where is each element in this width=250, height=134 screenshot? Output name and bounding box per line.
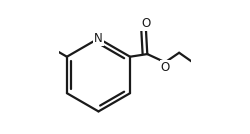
Text: O: O <box>161 61 170 74</box>
Text: N: N <box>94 32 103 45</box>
Text: O: O <box>141 17 150 30</box>
